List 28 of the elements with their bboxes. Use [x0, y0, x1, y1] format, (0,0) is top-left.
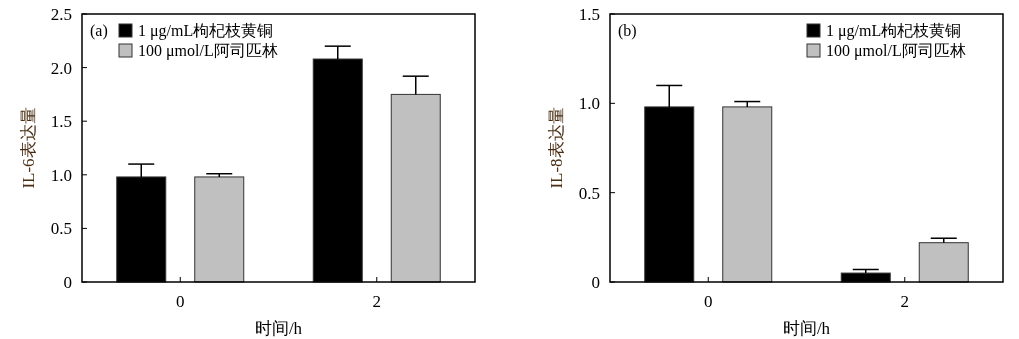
y-tick-label: 0: [591, 273, 600, 292]
legend-label: 1 μg/mL枸杞枝黄铜: [826, 22, 962, 40]
y-tick-label: 0: [63, 273, 72, 292]
bar: [390, 93, 441, 283]
y-tick-label: 0.5: [50, 219, 72, 239]
bar: [918, 242, 969, 283]
y-axis-title: IL-6表达量: [19, 107, 38, 189]
legend-label: 100 μmol/L阿司匹林: [138, 42, 278, 60]
x-tick-label: 2: [372, 292, 381, 311]
annotation: (a): [90, 22, 108, 40]
x-tick-label: 2: [900, 292, 909, 311]
y-axis-title: IL-8表达量: [547, 107, 566, 189]
x-tick-label: 0: [176, 292, 185, 311]
y-tick-label: 2.0: [50, 58, 72, 78]
y-tick-label: 0.5: [578, 183, 600, 203]
bar: [194, 176, 245, 283]
y-tick-label: 1.5: [50, 112, 72, 132]
y-tick-label: 1.0: [50, 165, 72, 185]
y-tick-label: 1.0: [578, 94, 600, 114]
annotation: (b): [618, 22, 637, 40]
y-tick-label: 1.5: [578, 5, 600, 24]
y-tick-label: 2.5: [50, 5, 72, 24]
x-axis-title: 时间/h: [254, 319, 303, 338]
legend-label: 1 μg/mL枸杞枝黄铜: [138, 22, 274, 40]
legend-label: 100 μmol/L阿司匹林: [826, 42, 966, 60]
x-tick-label: 0: [704, 292, 713, 311]
bar: [722, 106, 773, 283]
x-axis-title: 时间/h: [782, 319, 831, 338]
